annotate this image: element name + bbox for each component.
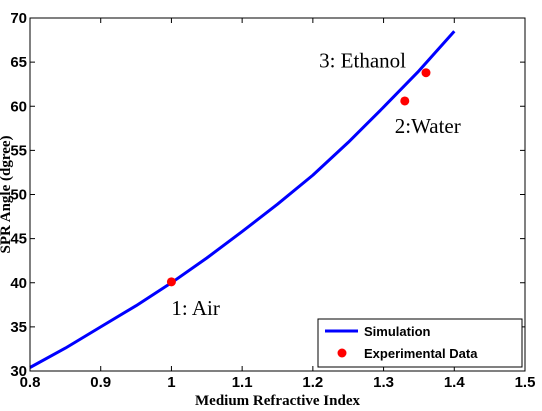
y-tick-label: 65 [10, 54, 27, 71]
annotation-label: 3: Ethanol [319, 49, 406, 73]
y-tick-label: 35 [10, 319, 27, 336]
annotation-label: 1: Air [171, 296, 219, 320]
x-tick-label: 1.4 [444, 374, 466, 391]
experimental-point [400, 96, 410, 106]
legend-experimental-label: Experimental Data [364, 346, 478, 361]
x-tick-label: 0.9 [90, 374, 111, 391]
simulation-line [29, 30, 456, 369]
experimental-point [421, 68, 431, 78]
y-tick-label: 30 [10, 363, 27, 380]
y-tick-label: 50 [10, 187, 27, 204]
x-tick-label: 1.1 [232, 374, 253, 391]
y-tick-label: 40 [10, 275, 27, 292]
legend-box [317, 318, 523, 368]
axis-ticks: 0.8 0.9 1 1.1 1.2 1.3 1.4 1.5 30 35 40 45 50 55 60 65 70 [10, 10, 535, 391]
legend: Simulation Experimental Data [317, 318, 523, 368]
experimental-point [166, 277, 176, 287]
y-axis-title: SPR Angle (dgree) [0, 135, 14, 253]
x-tick-label: 1 [167, 374, 175, 391]
x-tick-label: 1.5 [515, 374, 536, 391]
y-tick-label: 55 [10, 142, 27, 159]
point-annotations: 1: Air 2:Water 3: Ethanol [171, 49, 460, 320]
x-axis-title: Medium Refractive Index [195, 393, 360, 409]
x-tick-label: 0.8 [20, 374, 41, 391]
y-tick-label: 60 [10, 98, 27, 115]
plot-series [29, 30, 456, 369]
y-tick-label: 45 [10, 231, 27, 248]
plot-frame [29, 17, 526, 372]
x-tick-label: 1.2 [302, 374, 323, 391]
annotation-label: 2:Water [395, 114, 461, 138]
x-tick-label: 1.3 [373, 374, 394, 391]
y-tick-label: 70 [10, 10, 27, 27]
legend-experimental-swatch [337, 348, 347, 358]
legend-simulation-label: Simulation [364, 324, 431, 339]
